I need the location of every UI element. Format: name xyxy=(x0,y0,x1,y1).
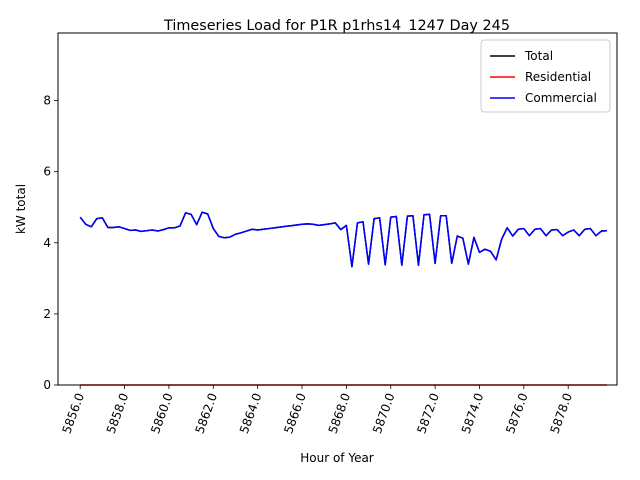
legend-label-total: Total xyxy=(524,49,553,63)
y-tick-label: 2 xyxy=(43,307,51,321)
series-line-commercial xyxy=(79,211,608,268)
legend: Total Residential Commercial xyxy=(480,39,611,113)
legend-label-commercial: Commercial xyxy=(525,91,597,105)
legend-label-residential: Residential xyxy=(525,70,591,84)
y-tick-label: 6 xyxy=(43,165,51,179)
y-tick-label: 0 xyxy=(43,378,51,392)
x-axis-label: Hour of Year xyxy=(300,451,374,465)
y-axis: 0 2 4 6 8 xyxy=(43,94,58,392)
y-axis-label: kW total xyxy=(14,184,28,234)
y-tick-label: 4 xyxy=(43,236,51,250)
plot-area xyxy=(57,32,618,386)
axes-frame xyxy=(57,32,618,386)
chart-title: Timeseries Load for P1R p1rhs14_1247 Day… xyxy=(163,18,510,34)
legend-frame xyxy=(480,39,611,113)
y-tick-label: 8 xyxy=(43,94,51,108)
